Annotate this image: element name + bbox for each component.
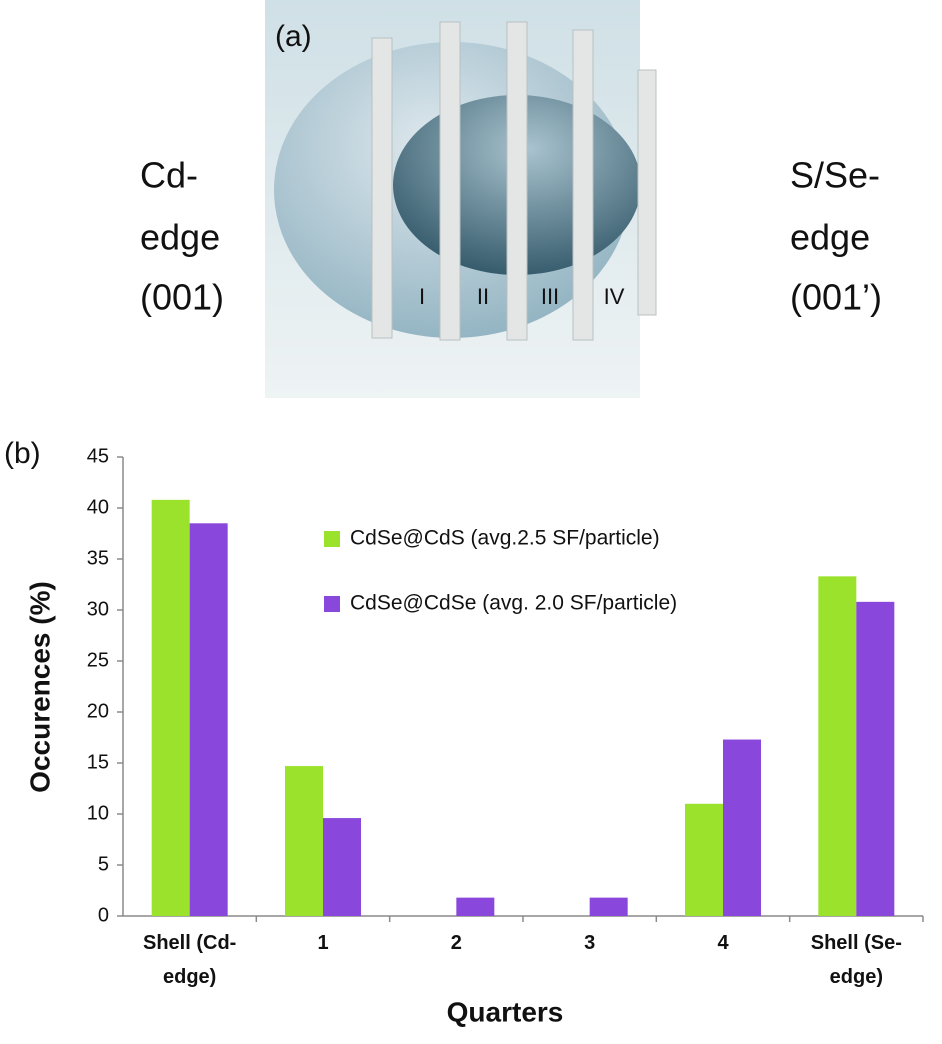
x-tick-label: Shell (Se-edge) [810,932,902,988]
y-tick-label: 35 [87,547,109,569]
left-label: edge [140,217,220,258]
region-label: II [477,284,489,309]
legend-swatch [324,596,340,612]
left-label: (001) [140,277,224,318]
y-tick-label: 5 [98,853,109,875]
y-tick-label: 45 [87,445,109,467]
panel-label: (b) [4,437,41,470]
slice-strip [637,69,657,316]
x-tick-label: 3 [584,932,596,954]
y-tick-label: 10 [87,802,109,824]
region-label: IV [604,284,625,309]
y-tick-label: 30 [87,598,109,620]
x-tick-label: 4 [717,932,729,954]
y-axis-label: Occurences (%) [24,581,55,793]
bar [285,766,323,916]
y-tick-label: 15 [87,751,109,773]
slice-strip [572,29,594,341]
y-tick-label: 0 [98,904,109,926]
legend-label: CdSe@CdS (avg.2.5 SF/particle) [350,527,660,550]
x-axis-label: Quarters [447,996,564,1027]
y-tick-label: 20 [87,700,109,722]
bar [151,499,190,916]
bar [856,601,895,916]
x-tick-label: 2 [450,932,462,954]
bar [818,576,857,916]
bar [456,897,495,916]
left-label: Cd- [140,155,198,196]
bar [685,803,723,916]
legend-swatch [324,531,340,547]
x-tick-label: Shell (Cd-edge) [142,932,237,988]
y-tick-label: 25 [87,649,109,671]
slice-strip [506,21,528,341]
right-label: edge [790,217,870,258]
y-tick-label: 40 [87,496,109,518]
bar [189,523,228,916]
bar [723,739,761,916]
region-label: I [419,284,425,309]
slice-strip [439,21,461,341]
bar [323,818,361,916]
right-label: S/Se- [790,155,880,196]
region-label: III [541,284,559,309]
bar [589,897,628,916]
right-label: (001’) [790,277,882,318]
legend-label: CdSe@CdSe (avg. 2.0 SF/particle) [350,592,677,615]
x-tick-label: 1 [317,932,329,954]
panel-label: (a) [275,20,312,53]
slice-strip [371,37,393,339]
